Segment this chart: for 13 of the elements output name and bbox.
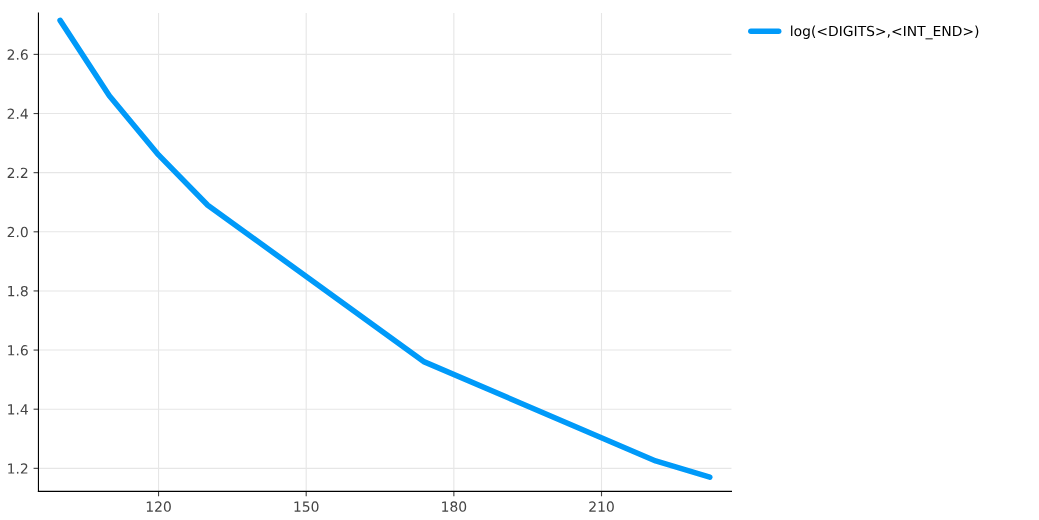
x-tick-label: 180 xyxy=(442,501,467,512)
x-tick-label: 120 xyxy=(146,501,171,512)
y-tick-label: 1.8 xyxy=(8,285,28,297)
y-tick-label: 1.4 xyxy=(8,404,28,415)
y-tick-label: 2.6 xyxy=(7,49,28,60)
y-tick-label: 2.2 xyxy=(7,167,28,178)
legend-label: log(<DIGITS>,<INT_END>) xyxy=(791,25,979,40)
y-tick-label: 1.2 xyxy=(8,463,28,474)
x-tick-label: 150 xyxy=(294,501,319,512)
x-tick-label: 210 xyxy=(589,501,614,512)
y-tick-label: 2.4 xyxy=(7,108,28,119)
y-tick-label: 2.0 xyxy=(7,226,28,238)
y-tick-label: 1.6 xyxy=(8,345,28,356)
